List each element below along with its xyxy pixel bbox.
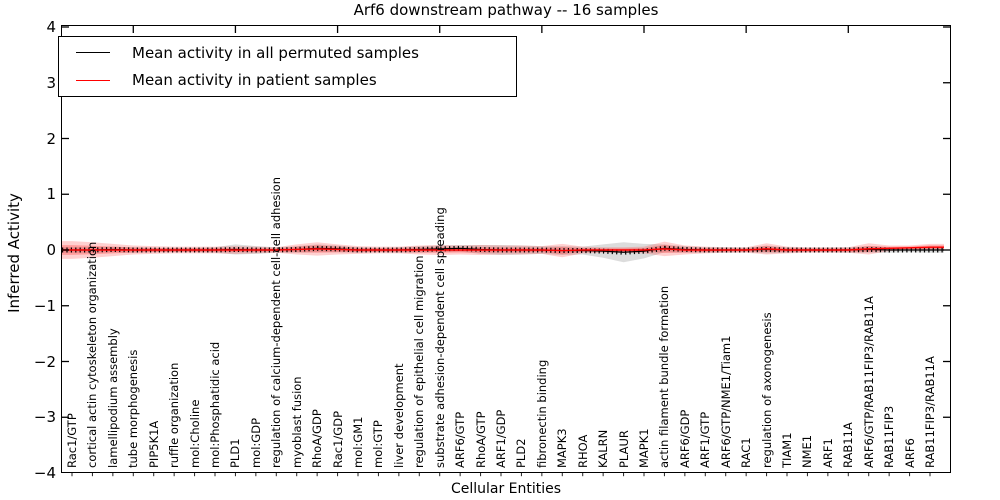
x-tick-label: RAB11FIP3: [882, 405, 897, 468]
x-tick-label: regulation of axonogenesis: [759, 312, 774, 468]
legend-label: Mean activity in all permuted samples: [132, 43, 419, 62]
x-tick-label: RAB11A: [841, 422, 856, 468]
legend-entry-permuted: Mean activity in all permuted samples: [71, 39, 504, 67]
y-tick-label: 3: [46, 73, 56, 92]
y-tick-label: 0: [46, 241, 56, 259]
x-axis-minor-ticks: [71, 472, 931, 476]
x-tick-label: ARF1/GDP: [494, 409, 508, 468]
x-tick-label: ruffle organization: [167, 362, 182, 468]
x-tick-label: RAC1: [739, 437, 754, 468]
x-tick-label: substrate adhesion-dependent cell spread…: [432, 207, 447, 468]
chart-canvas: [62, 26, 950, 418]
x-tick-label: TIAM1: [780, 432, 794, 468]
x-tick-label: PLAUR: [616, 430, 631, 468]
x-tick-label: ARF6: [902, 438, 917, 468]
x-tick-label: NME1: [800, 434, 815, 468]
x-tick-label: lamellipodium assembly: [105, 328, 120, 468]
plot-area: [60, 24, 951, 473]
x-tick-label: ARF6/GTP: [453, 411, 468, 468]
legend-entry-patient: Mean activity in patient samples: [71, 67, 504, 95]
x-tick-label: fibronectin binding: [534, 359, 549, 468]
x-tick-label: ARF1: [820, 438, 835, 468]
x-tick-label: RhoA/GTP: [473, 411, 488, 468]
legend: Mean activity in all permuted samples Me…: [58, 36, 517, 97]
x-tick-label: ARF6/GTP/NME1/Tiam1: [718, 335, 733, 468]
x-tick-label: regulation of calcium-dependent cell-cel…: [269, 177, 284, 468]
y-tick-label: 2: [46, 129, 56, 148]
x-tick-label: tube morphogenesis: [126, 349, 141, 468]
legend-label: Mean activity in patient samples: [132, 71, 377, 90]
x-tick-label: PLD2: [514, 438, 529, 468]
y-tick-label: −4: [33, 464, 56, 482]
x-tick-label: KALRN: [596, 429, 611, 468]
legend-line-black: [76, 52, 110, 54]
x-tick-label: cortical actin cytoskeleton organization: [85, 241, 100, 468]
x-tick-label: ARF1/GTP: [698, 411, 713, 468]
x-tick-label: mol:GTP: [371, 420, 386, 468]
x-tick-label: PIP5K1A: [146, 420, 161, 468]
x-tick-label: Rac1/GDP: [330, 410, 345, 468]
legend-line-red: [76, 79, 110, 81]
chart-title: Arf6 downstream pathway -- 16 samples: [353, 1, 659, 19]
x-tick-label: mol:Phosphatidic acid: [208, 341, 222, 468]
x-tick-label: Rac1/GTP: [65, 413, 79, 468]
y-tick-label: −3: [33, 408, 56, 427]
x-tick-label: mol:GM1: [351, 416, 365, 468]
x-tick-label: mol:Choline: [187, 399, 202, 468]
x-tick-label: regulation of epithelial cell migration: [412, 255, 427, 468]
x-tick-label: RAB11FIP3/RAB11A: [923, 356, 937, 468]
x-tick-label: ARF6/GTP/RAB11FIP3/RAB11A: [861, 296, 876, 468]
x-tick-label: ARF6/GDP: [677, 409, 692, 468]
x-tick-label: RHOA: [575, 434, 590, 468]
x-tick-label: actin filament bundle formation: [657, 285, 672, 468]
x-tick-label: RhoA/GDP: [310, 409, 325, 468]
y-tick-label: −2: [33, 352, 56, 371]
y-tick-label: 1: [46, 185, 56, 204]
x-tick-label: mol:GDP: [248, 417, 263, 468]
y-tick-label: 4: [46, 18, 56, 36]
x-axis-label: Cellular Entities: [450, 481, 562, 497]
x-tick-label: myoblast fusion: [289, 376, 304, 468]
x-tick-label: MAPK1: [637, 428, 651, 468]
x-tick-label: liver development: [391, 363, 406, 468]
x-tick-label: MAPK3: [555, 428, 570, 468]
x-tick-label: PLD1: [228, 438, 243, 468]
y-tick-label: −1: [33, 296, 56, 315]
